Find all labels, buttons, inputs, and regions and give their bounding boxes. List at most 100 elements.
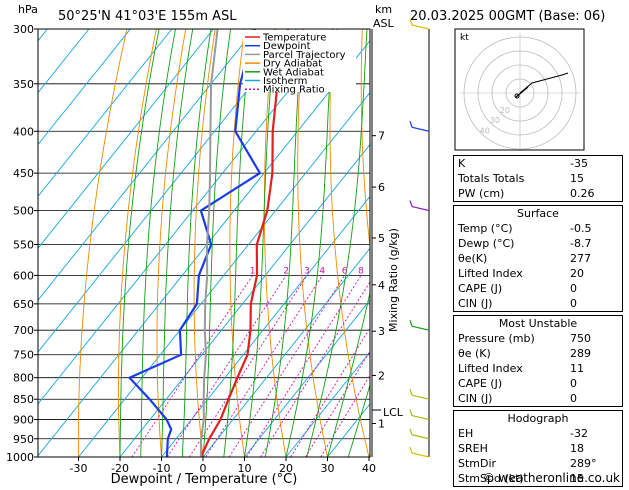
mixing-ratio-label: 6 xyxy=(342,266,348,276)
pressure-tick-label: 950 xyxy=(13,433,34,446)
wind-barb-flag xyxy=(410,121,412,127)
stat-row-k: K-35 xyxy=(458,156,618,171)
stat-row-pw: PW (cm)0.26 xyxy=(458,186,618,201)
mixing-ratio-label: 3 xyxy=(304,266,310,276)
stat-label: CAPE (J) xyxy=(458,376,502,391)
stat-value: 289° xyxy=(570,456,618,471)
location-title: 50°25'N 41°03'E 155m ASL xyxy=(58,9,237,24)
lcl-label: LCL xyxy=(383,406,404,419)
wind-barb-flag xyxy=(410,410,412,416)
mixing-ratio-label: 2 xyxy=(283,266,289,276)
pressure-tick-label: 300 xyxy=(13,23,34,36)
pressure-tick-label: 700 xyxy=(13,324,34,337)
wind-barb-flag xyxy=(410,429,412,435)
wind-barb-flag xyxy=(410,447,412,453)
height-tick-label: 5 xyxy=(378,232,385,245)
height-tick-label: 2 xyxy=(378,369,385,382)
mixing-ratio-label: 25 xyxy=(425,266,436,276)
stat-label: EH xyxy=(458,426,473,441)
stat-label: SREH xyxy=(458,441,488,456)
date-title: 20.03.2025 00GMT (Base: 06) xyxy=(410,9,605,24)
height-tick-label: 6 xyxy=(378,181,385,194)
stat-row: StmDir 289° xyxy=(458,456,618,471)
mixing-ratio-label: 20 xyxy=(411,266,423,276)
pressure-tick-label: 850 xyxy=(13,393,34,406)
pressure-tick-label: 400 xyxy=(13,125,34,138)
mixing-ratio-label: 8 xyxy=(358,266,364,276)
stat-label: Lifted Index xyxy=(458,361,523,376)
stat-row: CAPE (J) 0 xyxy=(458,376,618,391)
stat-value: 289 xyxy=(570,346,618,361)
pressure-tick-label: 550 xyxy=(13,238,34,251)
wind-barb xyxy=(412,453,429,457)
stat-label: θe (K) xyxy=(458,346,491,361)
stat-label: Dewp (°C) xyxy=(458,236,514,251)
pressure-tick-label: 350 xyxy=(13,78,34,91)
stat-label: CAPE (J) xyxy=(458,281,502,296)
hodograph-ring-label: 30 xyxy=(490,116,500,125)
dry-adiabat-line xyxy=(392,29,453,457)
stat-value: 750 xyxy=(570,331,618,346)
wet-adiabat-line xyxy=(224,29,252,457)
stat-value: 0 xyxy=(570,391,618,406)
mixing-ratio-label: 1 xyxy=(250,266,256,276)
stat-row: Dewp (°C)-8.7 xyxy=(458,236,618,251)
stat-value: 15 xyxy=(570,471,618,486)
height-tick-label: 3 xyxy=(378,325,385,338)
stat-value: 11 xyxy=(570,361,618,376)
hodograph-frame xyxy=(455,29,584,150)
km-label: km xyxy=(375,3,392,16)
mixing-ratio-line xyxy=(321,275,431,457)
stat-value: 0 xyxy=(570,281,618,296)
legend-label: Mixing Ratio xyxy=(263,85,325,96)
stat-value: 0 xyxy=(570,376,618,391)
height-tick-label: 7 xyxy=(378,130,385,143)
hodograph-title: Hodograph xyxy=(458,411,618,426)
stat-row: CAPE (J) 0 xyxy=(458,281,618,296)
pressure-tick-label: 750 xyxy=(13,349,34,362)
stat-label: CIN (J) xyxy=(458,296,492,311)
dry-adiabat-line xyxy=(361,29,410,457)
wet-adiabat-line xyxy=(120,29,159,457)
surface-title: Surface xyxy=(458,206,618,221)
mixing-ratio-label: 4 xyxy=(319,266,325,276)
hodograph-ring-label: 40 xyxy=(480,126,490,135)
isotherm-line xyxy=(37,29,379,457)
dry-adiabat-line xyxy=(119,29,157,457)
stat-value: 0 xyxy=(570,296,618,311)
wind-barb xyxy=(412,127,429,131)
wind-barb xyxy=(412,326,429,330)
stat-label: Lifted Index xyxy=(458,266,523,281)
height-tick-label: 1 xyxy=(378,417,385,430)
stat-row: θe (K) 289 xyxy=(458,346,618,361)
dry-adiabat-line xyxy=(78,29,127,457)
temp-tick-label: -30 xyxy=(70,462,88,475)
pressure-tick-label: 900 xyxy=(13,414,34,427)
stat-value: 277 xyxy=(570,251,618,266)
wind-barb xyxy=(412,395,429,399)
stat-label: Temp (°C) xyxy=(458,221,513,236)
x-axis-label: Dewpoint / Temperature (°C) xyxy=(111,472,298,486)
temp-tick-label: 40 xyxy=(362,462,376,475)
stat-label: Pressure (mb) xyxy=(458,331,535,346)
asl-label: ASL xyxy=(373,17,395,30)
stat-row: Pressure (mb) 750 xyxy=(458,331,618,346)
stat-label: StmDir xyxy=(458,456,496,471)
stat-label: StmSpd (kt) xyxy=(458,471,524,486)
hodograph-kt-label: kt xyxy=(460,33,469,43)
stat-value: -32 xyxy=(570,426,618,441)
stat-label: θe(K) xyxy=(458,251,487,266)
pressure-tick-label: 650 xyxy=(13,298,34,311)
stat-row: StmSpd (kt) 15 xyxy=(458,471,618,486)
stat-row: θe(K) 277 xyxy=(458,251,618,266)
mixing-ratio-axis-label: Mixing Ratio (g/kg) xyxy=(387,228,400,332)
pressure-tick-label: 1000 xyxy=(6,451,34,464)
